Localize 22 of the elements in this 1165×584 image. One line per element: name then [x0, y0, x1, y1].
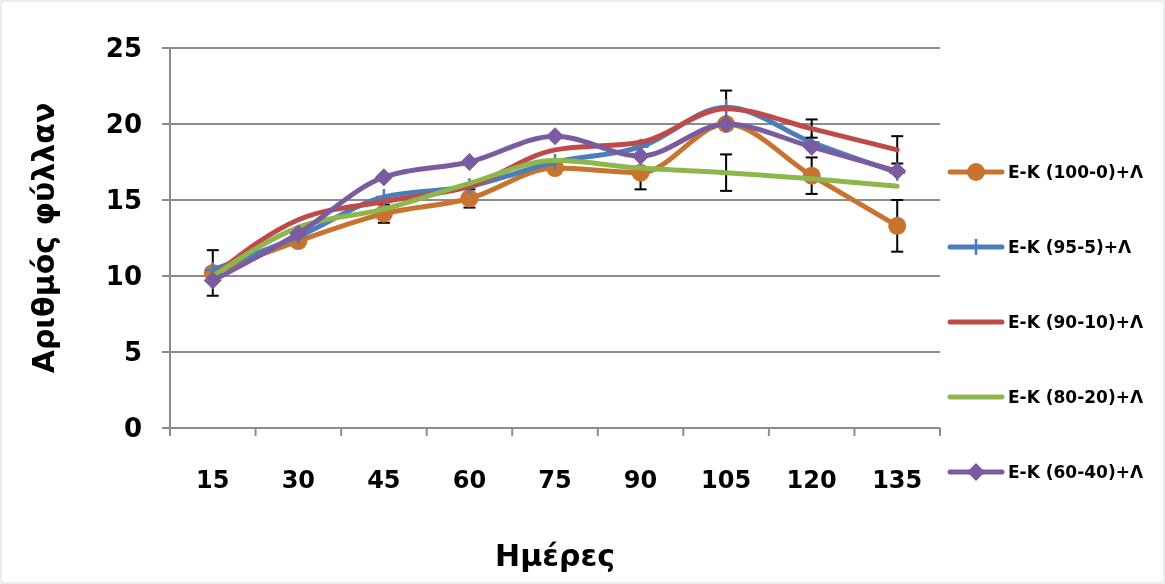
x-tick-label: 135: [872, 466, 923, 494]
legend-label: E-K (95-5)+Λ: [1008, 236, 1133, 257]
y-axis-title: Αριθμός φύλλαν: [26, 102, 61, 374]
x-tick-label: 90: [623, 466, 658, 494]
legend-label: E-K (100-0)+Λ: [1008, 161, 1144, 182]
x-tick-label: 45: [367, 466, 401, 494]
x-tick-label: 60: [452, 466, 487, 494]
x-tick-label: 75: [538, 466, 572, 494]
y-tick-label: 10: [105, 261, 142, 292]
legend-label: E-K (80-20)+Λ: [1008, 386, 1144, 407]
x-tick-label: 105: [701, 466, 752, 494]
y-tick-label: 20: [105, 109, 142, 140]
x-tick-label: 120: [786, 466, 837, 494]
y-tick-label: 25: [105, 33, 142, 64]
y-tick-label: 5: [123, 337, 142, 368]
x-axis-title: Ημέρες: [495, 538, 615, 573]
x-tick-label: 30: [281, 466, 316, 494]
y-tick-label: 15: [105, 185, 142, 216]
legend-label: E-K (60-40)+Λ: [1008, 461, 1144, 482]
x-tick-label: 15: [196, 466, 230, 494]
legend-label: E-K (90-10)+Λ: [1008, 311, 1144, 332]
y-tick-label: 0: [123, 413, 142, 444]
